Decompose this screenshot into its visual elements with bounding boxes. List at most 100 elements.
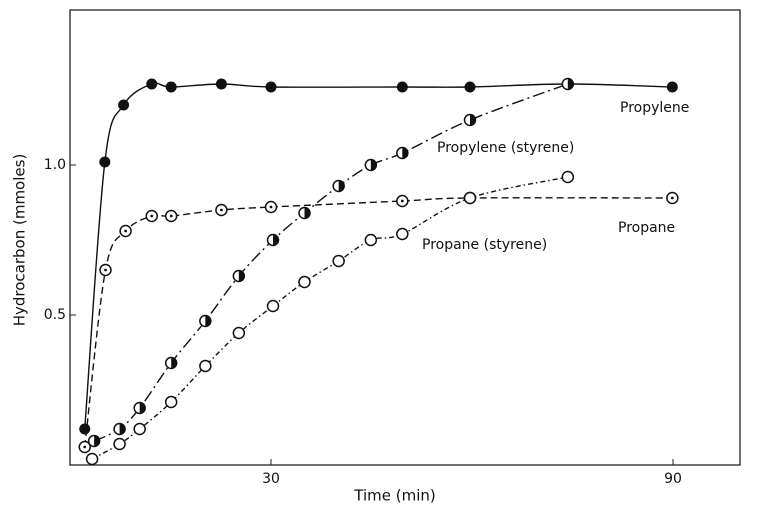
data-point xyxy=(266,299,280,313)
marker xyxy=(265,81,277,93)
marker xyxy=(99,156,111,168)
data-point xyxy=(298,206,311,220)
data-point xyxy=(87,434,101,448)
marker-half xyxy=(171,357,177,369)
series-label: Propane (styrene) xyxy=(422,237,547,253)
data-point xyxy=(396,146,409,160)
data-point xyxy=(232,269,246,283)
marker xyxy=(266,299,280,313)
marker-dot xyxy=(220,208,223,212)
marker-half xyxy=(567,78,574,90)
data-point xyxy=(113,437,126,451)
marker xyxy=(364,233,378,247)
data-point xyxy=(332,179,345,193)
marker-dot xyxy=(169,214,173,218)
data-point xyxy=(164,209,178,223)
data-point xyxy=(396,194,409,208)
marker xyxy=(396,227,409,241)
marker xyxy=(118,99,130,111)
data-point xyxy=(396,227,409,241)
marker xyxy=(215,78,227,90)
data-point xyxy=(133,422,146,436)
marker-half xyxy=(119,423,126,435)
marker xyxy=(133,422,146,436)
data-point xyxy=(364,158,378,172)
data-point xyxy=(666,191,679,205)
marker-half xyxy=(304,207,310,219)
data-point xyxy=(463,191,477,205)
x-tick-label: 90 xyxy=(664,471,682,487)
data-point xyxy=(133,401,146,415)
data-point xyxy=(99,156,111,168)
data-point xyxy=(118,99,130,111)
marker xyxy=(561,170,575,184)
data-point xyxy=(199,359,212,373)
marker xyxy=(79,423,91,435)
series-line xyxy=(93,83,569,442)
marker-dot xyxy=(150,214,154,218)
y-tick-label: 1.0 xyxy=(44,157,66,173)
marker-dot xyxy=(83,445,87,449)
data-point xyxy=(165,81,177,93)
data-point xyxy=(232,326,246,340)
data-point xyxy=(79,423,91,435)
data-point xyxy=(396,81,408,93)
marker-half xyxy=(338,180,345,192)
marker-half xyxy=(205,315,211,327)
data-point xyxy=(146,78,158,90)
series-line xyxy=(91,176,568,460)
data-point xyxy=(113,422,126,436)
data-point xyxy=(561,170,575,184)
plot-frame xyxy=(69,9,741,466)
data-point xyxy=(266,233,280,247)
marker-half xyxy=(370,159,377,171)
marker xyxy=(463,191,477,205)
marker xyxy=(396,81,408,93)
data-point xyxy=(85,452,99,466)
marker xyxy=(464,81,476,93)
data-point xyxy=(119,224,132,238)
data-point xyxy=(265,81,277,93)
data-point xyxy=(463,113,477,127)
marker-half xyxy=(469,114,476,126)
marker-half xyxy=(273,234,279,246)
data-point xyxy=(99,263,112,277)
data-point xyxy=(215,203,228,217)
marker-dot xyxy=(670,196,674,200)
series-line xyxy=(84,82,673,430)
marker-dot xyxy=(400,199,404,203)
data-point xyxy=(464,81,476,93)
data-point xyxy=(199,314,212,328)
series-line xyxy=(84,197,673,448)
marker-half xyxy=(402,147,408,159)
marker xyxy=(232,326,246,340)
marker-half xyxy=(139,402,146,414)
y-tick-label: 0.5 xyxy=(44,307,66,323)
marker xyxy=(164,395,178,409)
marker-dot xyxy=(124,229,128,233)
series-label: Propylene (styrene) xyxy=(437,140,574,156)
marker xyxy=(85,452,99,466)
marker-dot xyxy=(269,205,273,209)
data-point xyxy=(164,356,178,370)
data-point xyxy=(78,440,91,454)
marker xyxy=(332,254,345,268)
series-label: Propane xyxy=(618,220,675,236)
series-label: Propylene xyxy=(620,100,689,116)
data-point xyxy=(215,78,227,90)
marker xyxy=(113,437,126,451)
marker xyxy=(165,81,177,93)
data-point xyxy=(264,200,278,214)
marker-dot xyxy=(104,268,107,272)
marker-half xyxy=(238,270,245,282)
data-point xyxy=(145,209,158,223)
marker xyxy=(199,359,212,373)
data-point xyxy=(332,254,345,268)
data-point xyxy=(298,275,311,289)
data-point xyxy=(666,81,678,93)
data-point xyxy=(364,233,378,247)
data-point xyxy=(561,77,575,91)
data-point xyxy=(164,395,178,409)
marker-half xyxy=(94,435,100,447)
